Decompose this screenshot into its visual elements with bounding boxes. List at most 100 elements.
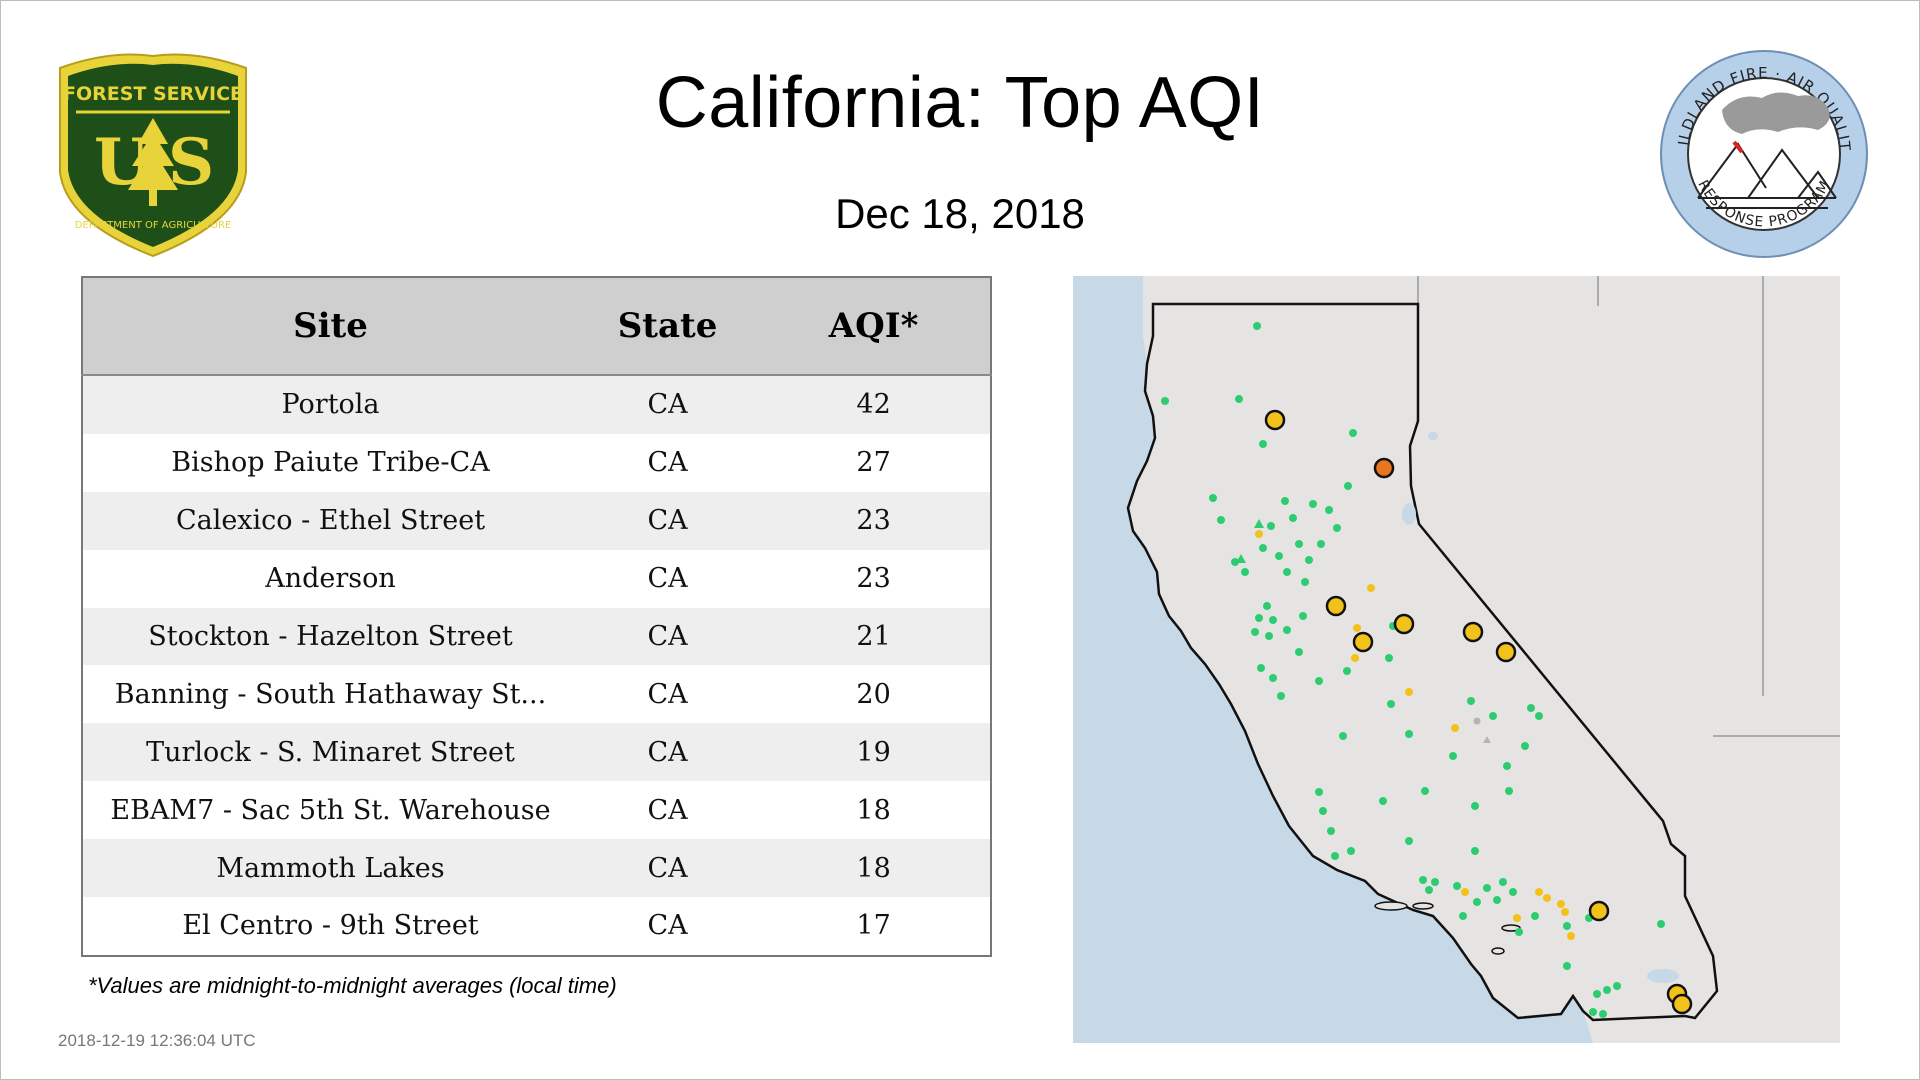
- monitor-marker[interactable]: [1531, 912, 1539, 920]
- top-site-marker[interactable]: [1495, 641, 1517, 663]
- monitor-marker[interactable]: [1267, 522, 1275, 530]
- monitor-marker[interactable]: [1283, 568, 1291, 576]
- monitor-marker-triangle[interactable]: [1483, 736, 1491, 743]
- monitor-marker[interactable]: [1217, 516, 1225, 524]
- monitor-marker[interactable]: [1467, 697, 1475, 705]
- monitor-marker[interactable]: [1295, 648, 1303, 656]
- monitor-marker[interactable]: [1513, 914, 1521, 922]
- monitor-marker[interactable]: [1259, 440, 1267, 448]
- monitor-marker[interactable]: [1277, 692, 1285, 700]
- monitor-marker[interactable]: [1379, 797, 1387, 805]
- monitor-marker[interactable]: [1315, 677, 1323, 685]
- monitor-marker[interactable]: [1255, 614, 1263, 622]
- monitor-marker[interactable]: [1231, 558, 1239, 566]
- top-site-marker[interactable]: [1393, 613, 1415, 635]
- monitor-marker[interactable]: [1161, 397, 1169, 405]
- monitor-marker[interactable]: [1471, 847, 1479, 855]
- monitor-marker[interactable]: [1421, 787, 1429, 795]
- monitor-marker[interactable]: [1499, 878, 1507, 886]
- monitor-marker[interactable]: [1299, 612, 1307, 620]
- monitor-marker[interactable]: [1509, 888, 1517, 896]
- monitor-marker[interactable]: [1419, 876, 1427, 884]
- monitor-marker[interactable]: [1489, 712, 1497, 720]
- monitor-marker[interactable]: [1319, 807, 1327, 815]
- top-site-marker[interactable]: [1352, 631, 1374, 653]
- monitor-marker[interactable]: [1431, 878, 1439, 886]
- california-aqi-map[interactable]: [1073, 276, 1840, 1043]
- top-site-marker[interactable]: [1325, 595, 1347, 617]
- monitor-marker[interactable]: [1405, 730, 1413, 738]
- column-header-aqi[interactable]: AQI*: [757, 277, 991, 376]
- monitor-marker[interactable]: [1263, 602, 1271, 610]
- monitor-marker[interactable]: [1613, 982, 1621, 990]
- monitor-marker[interactable]: [1209, 494, 1217, 502]
- monitor-marker[interactable]: [1305, 556, 1313, 564]
- monitor-marker[interactable]: [1333, 524, 1341, 532]
- monitor-marker[interactable]: [1351, 654, 1359, 662]
- monitor-marker[interactable]: [1603, 986, 1611, 994]
- monitor-marker-triangle[interactable]: [1236, 554, 1246, 563]
- monitor-marker[interactable]: [1349, 429, 1357, 437]
- monitor-marker[interactable]: [1331, 852, 1339, 860]
- monitor-marker[interactable]: [1543, 894, 1551, 902]
- monitor-marker[interactable]: [1563, 962, 1571, 970]
- monitor-marker[interactable]: [1385, 654, 1393, 662]
- monitor-marker[interactable]: [1269, 674, 1277, 682]
- monitor-marker[interactable]: [1473, 898, 1481, 906]
- monitor-marker[interactable]: [1503, 762, 1511, 770]
- monitor-marker[interactable]: [1535, 888, 1543, 896]
- monitor-marker[interactable]: [1347, 847, 1355, 855]
- monitor-marker[interactable]: [1515, 928, 1523, 936]
- monitor-marker[interactable]: [1327, 827, 1335, 835]
- monitor-marker[interactable]: [1557, 900, 1565, 908]
- monitor-marker[interactable]: [1339, 732, 1347, 740]
- monitor-marker[interactable]: [1309, 500, 1317, 508]
- monitor-marker[interactable]: [1473, 717, 1481, 725]
- monitor-marker[interactable]: [1387, 700, 1395, 708]
- monitor-marker[interactable]: [1425, 886, 1433, 894]
- monitor-marker[interactable]: [1281, 497, 1289, 505]
- monitor-marker[interactable]: [1505, 787, 1513, 795]
- monitor-marker[interactable]: [1405, 688, 1413, 696]
- monitor-marker[interactable]: [1657, 920, 1665, 928]
- monitor-marker[interactable]: [1449, 752, 1457, 760]
- monitor-marker[interactable]: [1251, 628, 1259, 636]
- monitor-marker[interactable]: [1453, 882, 1461, 890]
- monitor-marker[interactable]: [1561, 908, 1569, 916]
- monitor-marker[interactable]: [1344, 482, 1352, 490]
- monitor-marker[interactable]: [1269, 616, 1277, 624]
- column-header-site[interactable]: Site: [82, 277, 578, 376]
- monitor-marker[interactable]: [1325, 506, 1333, 514]
- column-header-state[interactable]: State: [577, 277, 758, 376]
- monitor-marker[interactable]: [1527, 704, 1535, 712]
- monitor-marker[interactable]: [1241, 568, 1249, 576]
- monitor-marker[interactable]: [1483, 884, 1491, 892]
- monitor-marker[interactable]: [1275, 552, 1283, 560]
- monitor-marker[interactable]: [1405, 837, 1413, 845]
- monitor-marker[interactable]: [1265, 632, 1273, 640]
- top-site-marker[interactable]: [1588, 900, 1610, 922]
- monitor-marker[interactable]: [1451, 724, 1459, 732]
- monitor-marker[interactable]: [1255, 530, 1263, 538]
- monitor-marker[interactable]: [1563, 922, 1571, 930]
- top-site-marker[interactable]: [1264, 409, 1286, 431]
- monitor-marker[interactable]: [1593, 990, 1601, 998]
- monitor-marker[interactable]: [1317, 540, 1325, 548]
- monitor-marker[interactable]: [1289, 514, 1297, 522]
- monitor-marker[interactable]: [1259, 544, 1267, 552]
- monitor-marker[interactable]: [1367, 584, 1375, 592]
- monitor-marker[interactable]: [1353, 624, 1361, 632]
- top-site-marker-portola[interactable]: [1373, 457, 1395, 479]
- monitor-marker[interactable]: [1461, 888, 1469, 896]
- monitor-marker[interactable]: [1315, 788, 1323, 796]
- monitor-marker[interactable]: [1235, 395, 1243, 403]
- monitor-marker[interactable]: [1493, 896, 1501, 904]
- monitor-marker[interactable]: [1521, 742, 1529, 750]
- monitor-marker[interactable]: [1459, 912, 1467, 920]
- monitor-marker[interactable]: [1535, 712, 1543, 720]
- top-site-marker[interactable]: [1671, 993, 1693, 1015]
- monitor-marker[interactable]: [1343, 667, 1351, 675]
- monitor-marker[interactable]: [1471, 802, 1479, 810]
- monitor-marker-triangle[interactable]: [1254, 519, 1264, 528]
- monitor-marker[interactable]: [1295, 540, 1303, 548]
